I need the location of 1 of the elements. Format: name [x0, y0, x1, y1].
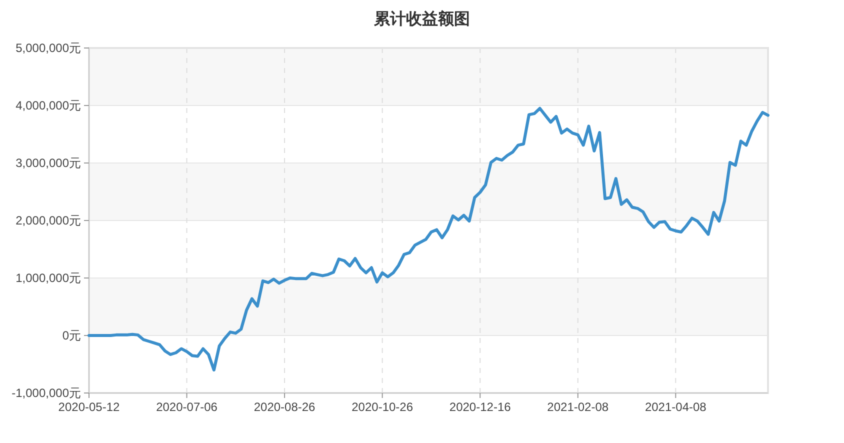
- title: 累计收益额图: [374, 11, 470, 28]
